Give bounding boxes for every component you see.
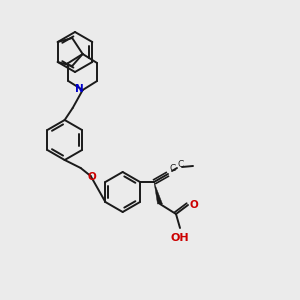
Text: O: O <box>87 172 96 182</box>
Polygon shape <box>154 182 163 204</box>
Text: O: O <box>189 200 198 210</box>
Text: C: C <box>177 160 183 169</box>
Text: C: C <box>169 164 175 173</box>
Text: OH: OH <box>171 233 189 243</box>
Text: N: N <box>75 84 84 94</box>
